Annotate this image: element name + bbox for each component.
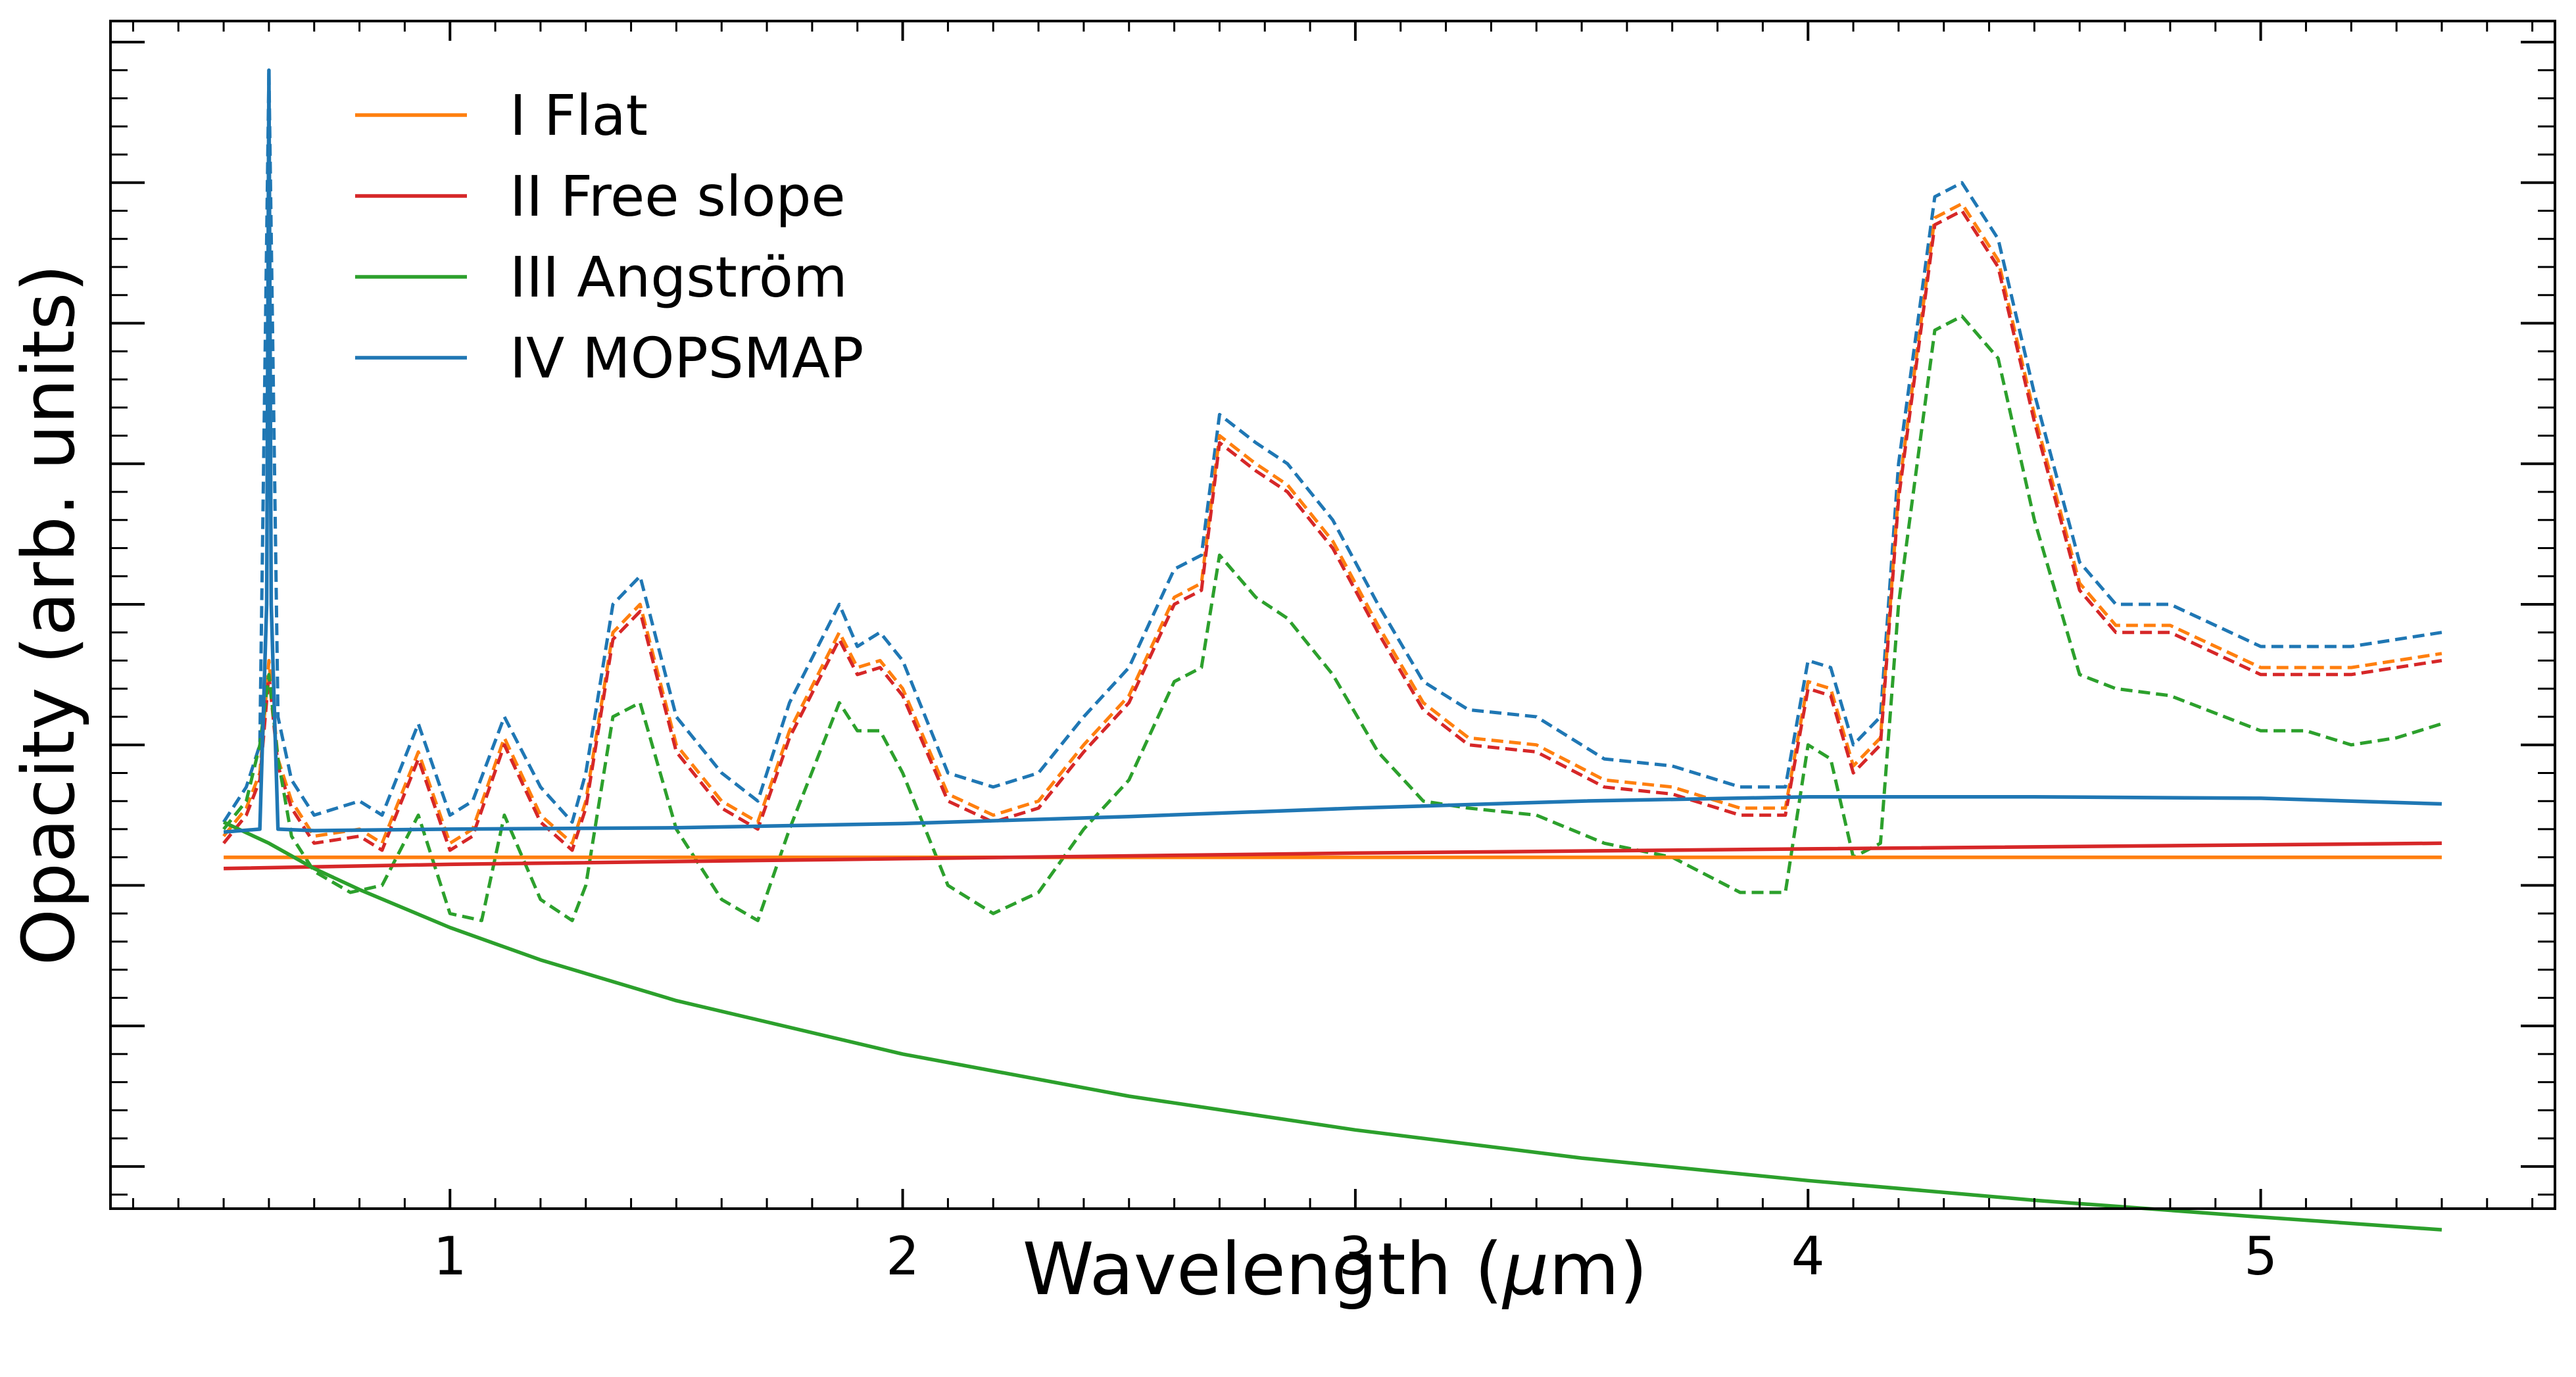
legend-label-flat: I Flat [510, 84, 648, 149]
free_slope-solid-line [224, 841, 2442, 871]
plot-frame [109, 20, 2556, 1210]
x-tick-label: 4 [1791, 1226, 1825, 1287]
legend-label-angstrom: III Angström [510, 245, 848, 310]
angstrom-dashed-line [222, 314, 2442, 923]
legend-label-mopsmap: IV MOPSMAP [510, 326, 863, 391]
y-axis-title: Opacity (arb. units) [7, 264, 91, 966]
free_slope-dashed-line [222, 209, 2442, 852]
tick-layer: 1 2 3 4 5 [110, 21, 2555, 1287]
x-tick-label: 1 [433, 1226, 467, 1287]
flat-dashed-line [222, 202, 2442, 845]
mopsmap-solid-line [223, 68, 2442, 834]
angstrom-solid-line [222, 820, 2442, 1232]
x-axis-title: Wavelength (μm) [1023, 1227, 1648, 1311]
series-layer [222, 68, 2442, 1232]
x-tick-label: 5 [2244, 1226, 2277, 1287]
x-tick-label: 2 [886, 1226, 919, 1287]
legend: I Flat II Free slope III Angström IV MOPSMA… [355, 84, 863, 391]
x-tick-label: 3 [1338, 1226, 1372, 1287]
legend-label-free_slope: II Free slope [510, 164, 846, 230]
